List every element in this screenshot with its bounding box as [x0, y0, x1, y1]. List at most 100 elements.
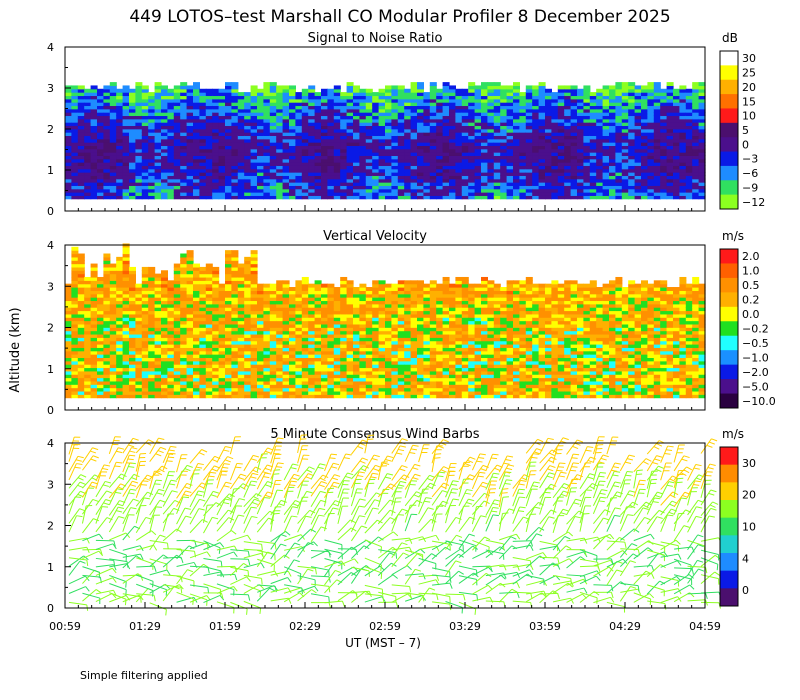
- heatmap-cell: [65, 370, 72, 375]
- heatmap-cell: [148, 112, 156, 117]
- heatmap-cell: [135, 330, 143, 335]
- heatmap-cell: [333, 112, 341, 117]
- heatmap-cell: [589, 135, 597, 140]
- heatmap-cell: [103, 175, 111, 180]
- heatmap-cell: [449, 118, 456, 123]
- heatmap-cell: [538, 188, 546, 193]
- heatmap-cell: [429, 95, 437, 100]
- heatmap-cell: [513, 185, 520, 190]
- heatmap-cell: [282, 85, 290, 90]
- heatmap-cell: [244, 260, 252, 265]
- heatmap-cell: [129, 125, 136, 130]
- heatmap-cell: [404, 132, 412, 137]
- heatmap-cell: [193, 374, 200, 379]
- heatmap-cell: [148, 95, 156, 100]
- heatmap-cell: [647, 178, 655, 183]
- heatmap-cell: [378, 145, 386, 150]
- heatmap-cell: [225, 360, 232, 365]
- heatmap-cell: [237, 263, 245, 268]
- heatmap-cell: [193, 360, 200, 365]
- heatmap-cell: [116, 313, 124, 318]
- heatmap-cell: [519, 188, 527, 193]
- heatmap-cell: [231, 293, 239, 298]
- heatmap-cell: [71, 384, 79, 389]
- heatmap-cell: [461, 152, 469, 156]
- heatmap-cell: [244, 142, 252, 146]
- heatmap-cell: [173, 300, 181, 305]
- heatmap-cell: [519, 162, 527, 166]
- heatmap-cell: [231, 317, 239, 322]
- heatmap-cell: [295, 390, 303, 395]
- heatmap-cell: [385, 125, 392, 130]
- heatmap-cell: [129, 195, 136, 200]
- heatmap-cell: [173, 172, 181, 176]
- heatmap-cell: [365, 128, 373, 133]
- heatmap-cell: [532, 175, 540, 180]
- heatmap-cell: [71, 287, 79, 291]
- heatmap-cell: [417, 148, 424, 153]
- heatmap-cell: [660, 175, 668, 180]
- heatmap-cell: [455, 185, 463, 190]
- heatmap-cell: [77, 340, 85, 345]
- heatmap-cell: [532, 135, 540, 140]
- heatmap-cell: [365, 195, 373, 200]
- heatmap-cell: [193, 290, 200, 295]
- heatmap-cell: [122, 337, 130, 342]
- heatmap-cell: [90, 92, 98, 97]
- heatmap-cell: [372, 98, 380, 103]
- heatmap-cell: [135, 387, 143, 392]
- heatmap-cell: [301, 347, 309, 352]
- heatmap-cell: [468, 112, 476, 117]
- heatmap-cell: [263, 155, 271, 160]
- heatmap-cell: [340, 162, 348, 166]
- heatmap-cell: [493, 105, 501, 110]
- heatmap-cell: [295, 132, 303, 137]
- heatmap-cell: [410, 88, 418, 93]
- heatmap-cell: [269, 142, 277, 146]
- heatmap-cell: [346, 95, 354, 100]
- heatmap-cell: [186, 293, 194, 298]
- heatmap-cell: [135, 313, 143, 318]
- heatmap-cell: [660, 172, 668, 176]
- heatmap-cell: [641, 195, 648, 200]
- heatmap-cell: [180, 95, 188, 100]
- heatmap-cell: [570, 118, 578, 123]
- heatmap-cell: [621, 102, 629, 107]
- heatmap-cell: [84, 188, 92, 193]
- heatmap-cell: [65, 102, 72, 107]
- heatmap-cell: [679, 195, 687, 200]
- heatmap-cell: [276, 195, 284, 200]
- heatmap-cell: [186, 300, 194, 305]
- heatmap-cell: [417, 108, 424, 113]
- heatmap-cell: [103, 327, 111, 332]
- heatmap-cell: [647, 188, 655, 193]
- heatmap-cell: [250, 310, 258, 315]
- heatmap-cell: [237, 95, 245, 100]
- heatmap-cell: [122, 122, 130, 127]
- heatmap-cell: [141, 330, 149, 335]
- heatmap-cell: [685, 108, 693, 113]
- heatmap-cell: [449, 192, 456, 196]
- heatmap-cell: [615, 112, 623, 117]
- heatmap-cell: [218, 132, 226, 137]
- heatmap-cell: [609, 188, 616, 193]
- heatmap-cell: [180, 128, 188, 133]
- heatmap-cell: [340, 192, 348, 196]
- heatmap-cell: [173, 182, 181, 186]
- heatmap-cell: [212, 350, 220, 355]
- heatmap-cell: [193, 344, 200, 348]
- heatmap-cell: [423, 138, 431, 143]
- heatmap-cell: [564, 145, 572, 150]
- heatmap-cell: [493, 195, 501, 200]
- heatmap-cell: [167, 192, 175, 196]
- heatmap-cell: [276, 132, 284, 137]
- heatmap-cell: [129, 132, 136, 137]
- heatmap-cell: [673, 172, 680, 176]
- heatmap-cell: [103, 92, 111, 97]
- heatmap-cell: [154, 92, 162, 97]
- heatmap-cell: [340, 165, 348, 170]
- heatmap-cell: [449, 108, 456, 113]
- heatmap-cell: [301, 370, 309, 375]
- heatmap-cell: [289, 323, 296, 328]
- heatmap-cell: [84, 118, 92, 123]
